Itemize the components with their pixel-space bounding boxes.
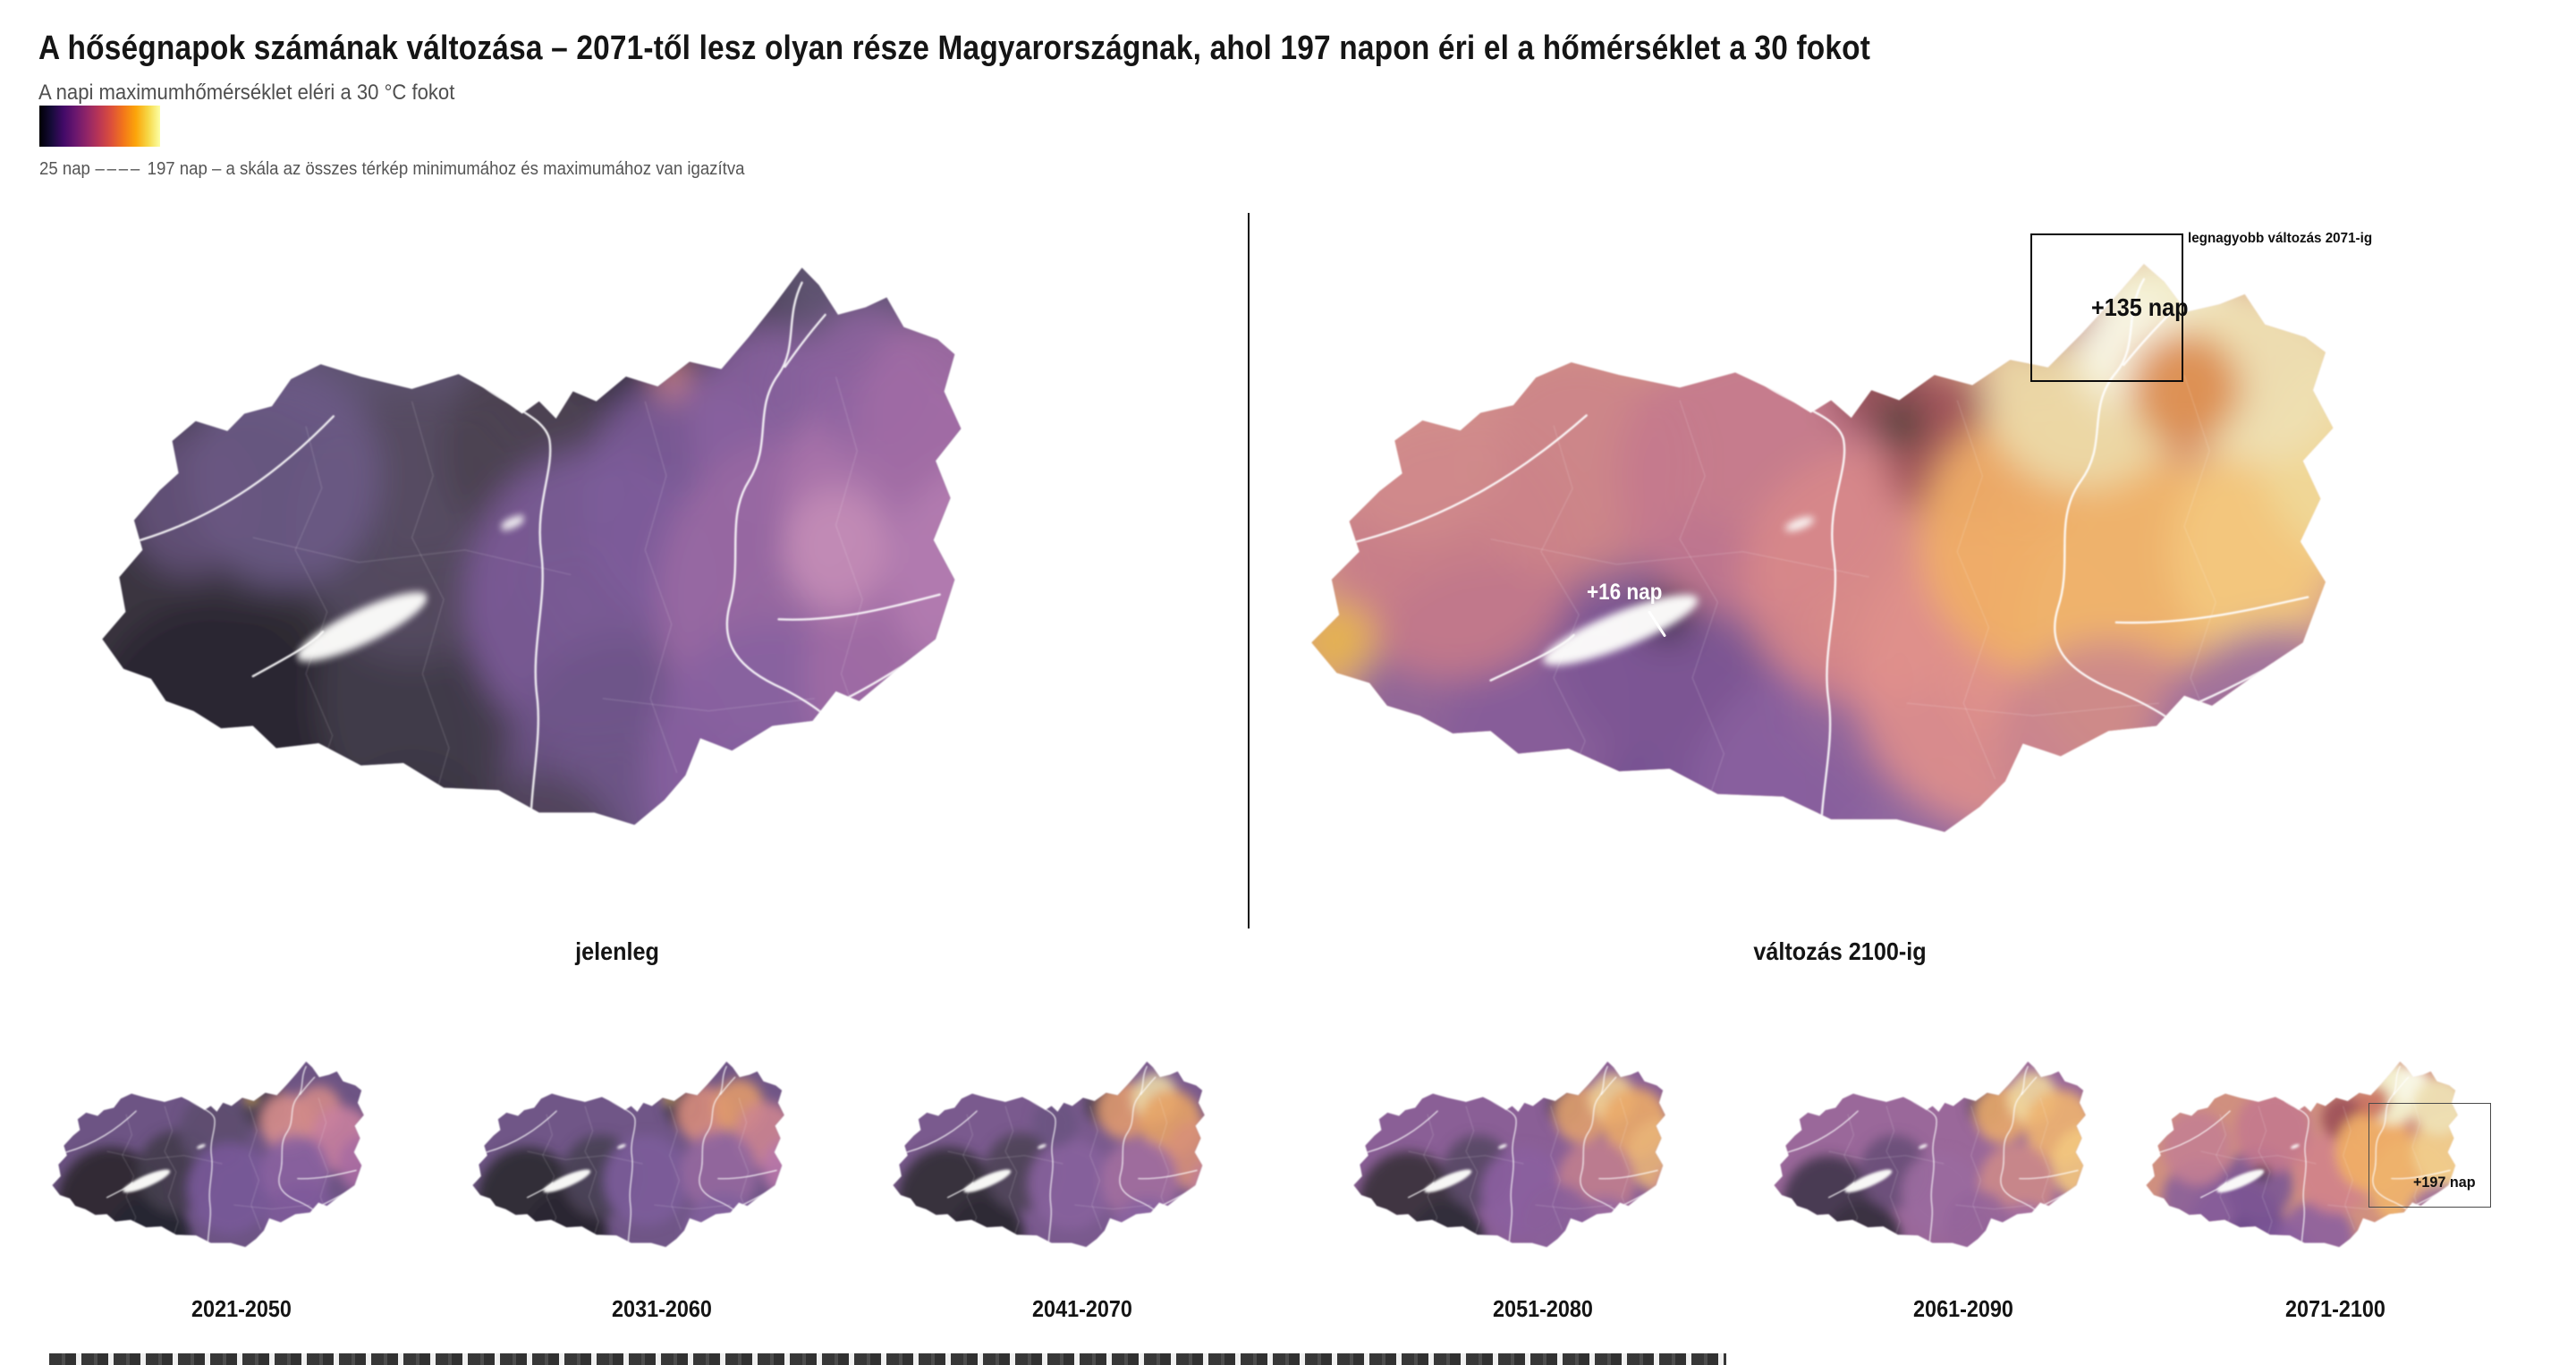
plus-197-days-annotation: +197 nap <box>2413 1174 2476 1191</box>
period-label-2021-2050: 2021-2050 <box>191 1295 292 1322</box>
map-label-current: jelenleg <box>575 937 659 965</box>
color-scale-label: 25 nap –––– 197 nap – a skála az összes té… <box>39 159 744 180</box>
page-title: A hőségnapok számának változása – 2071-t… <box>38 30 1871 68</box>
map-small-2031-2060 <box>470 1048 854 1279</box>
scale-note: – a skála az összes térkép minimumához é… <box>212 159 745 179</box>
map-current-heat-days <box>94 228 1154 921</box>
map-small-2071-2100 <box>2143 1048 2528 1279</box>
map-change-until-2100 <box>1301 224 2563 930</box>
largest-change-highlight-box <box>2030 233 2183 382</box>
plus-135-days-annotation: +135 nap <box>2091 293 2189 321</box>
scale-max-label: 197 nap <box>147 159 208 179</box>
page-subtitle: A napi maximumhőmérséklet eléri a 30 °C … <box>38 81 455 105</box>
period-label-2051-2080: 2051-2080 <box>1493 1295 1593 1322</box>
plus-197-highlight-box <box>2368 1103 2491 1208</box>
period-label-2031-2060: 2031-2060 <box>612 1295 712 1322</box>
map-label-change-2100: változás 2100-ig <box>1753 937 1927 965</box>
period-label-2071-2100: 2071-2100 <box>2285 1295 2385 1322</box>
color-scale-gradient <box>39 106 160 147</box>
map-small-2021-2050 <box>49 1048 434 1279</box>
period-label-2061-2090: 2061-2090 <box>1913 1295 2013 1322</box>
scale-dashes: –––– <box>95 159 143 179</box>
plus-16-days-annotation: +16 nap <box>1587 580 1663 605</box>
map-small-2061-2090 <box>1771 1048 2156 1279</box>
map-small-2041-2070 <box>890 1048 1275 1279</box>
map-small-2051-2080 <box>1351 1048 1735 1279</box>
period-label-2041-2070: 2041-2070 <box>1032 1295 1132 1322</box>
scale-min-label: 25 nap <box>39 159 90 179</box>
maps-divider <box>1248 213 1250 928</box>
cutoff-content-strip <box>49 1353 1726 1365</box>
largest-change-annotation: legnagyobb változás 2071-ig <box>2188 231 2373 246</box>
